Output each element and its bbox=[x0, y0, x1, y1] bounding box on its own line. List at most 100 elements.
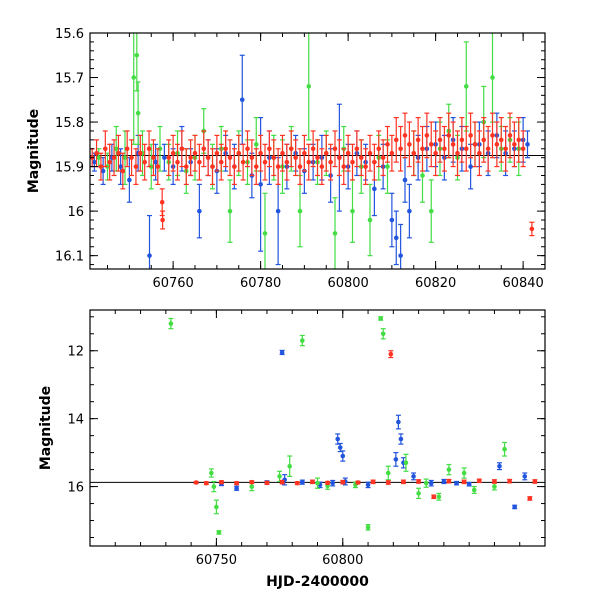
data-point bbox=[485, 146, 491, 152]
data-point bbox=[494, 142, 500, 147]
data-point bbox=[411, 150, 417, 156]
data-point bbox=[159, 199, 165, 205]
data-point bbox=[201, 146, 207, 152]
data-point bbox=[216, 530, 222, 535]
data-point bbox=[367, 217, 373, 223]
data-point bbox=[380, 155, 386, 160]
data-point bbox=[168, 321, 174, 326]
data-point bbox=[203, 480, 209, 486]
x-tick-label: 60820 bbox=[415, 276, 456, 291]
data-point bbox=[350, 208, 355, 214]
x-tick-label: 60780 bbox=[240, 276, 281, 291]
data-point bbox=[197, 159, 202, 165]
data-point bbox=[267, 146, 272, 152]
data-point bbox=[416, 479, 421, 484]
data-point bbox=[463, 84, 469, 89]
data-point bbox=[398, 436, 404, 442]
data-point bbox=[431, 494, 437, 500]
data-point bbox=[279, 479, 285, 485]
data-point bbox=[232, 164, 237, 169]
data-point bbox=[127, 177, 132, 183]
data-point bbox=[335, 436, 341, 442]
data-point bbox=[188, 155, 193, 160]
data-point bbox=[512, 504, 517, 510]
data-point bbox=[446, 133, 452, 138]
data-point bbox=[436, 494, 442, 500]
data-point bbox=[103, 146, 108, 152]
data-point bbox=[385, 480, 391, 485]
data-point bbox=[385, 164, 390, 169]
data-point bbox=[214, 504, 219, 510]
data-point bbox=[507, 478, 512, 484]
y-axis-label: Magnitude bbox=[38, 386, 54, 470]
data-point bbox=[393, 235, 399, 241]
data-point bbox=[367, 150, 373, 156]
data-point bbox=[92, 159, 97, 165]
y-tick-label: 12 bbox=[67, 345, 84, 360]
data-point bbox=[275, 164, 281, 169]
data-point bbox=[234, 480, 239, 486]
data-point bbox=[192, 150, 198, 156]
data-point bbox=[124, 146, 130, 152]
data-point bbox=[461, 470, 467, 476]
x-tick-label: 60800 bbox=[327, 276, 368, 291]
data-point bbox=[166, 155, 172, 160]
data-point bbox=[323, 150, 329, 156]
x-tick-label: 60750 bbox=[196, 553, 237, 568]
data-point bbox=[118, 164, 123, 169]
data-point bbox=[147, 253, 152, 258]
data-point bbox=[459, 137, 465, 143]
data-point bbox=[249, 155, 255, 160]
data-point bbox=[258, 150, 263, 156]
y-tick-label: 15.9 bbox=[55, 161, 84, 176]
data-point bbox=[249, 479, 255, 485]
x-tick-label: 60760 bbox=[152, 276, 193, 291]
data-point bbox=[345, 150, 351, 156]
data-point bbox=[398, 253, 403, 258]
data-point bbox=[512, 142, 517, 147]
data-point bbox=[332, 231, 338, 236]
data-point bbox=[205, 155, 211, 160]
data-point bbox=[120, 168, 126, 174]
data-point bbox=[380, 331, 386, 337]
data-point bbox=[428, 208, 434, 214]
data-point bbox=[288, 146, 294, 152]
data-point bbox=[310, 479, 315, 485]
data-point bbox=[294, 480, 300, 486]
y-axis-label: Magnitude bbox=[26, 109, 42, 193]
data-point bbox=[372, 159, 377, 165]
data-point bbox=[211, 484, 217, 489]
data-point bbox=[223, 146, 228, 152]
series-0 bbox=[218, 349, 528, 510]
data-point bbox=[416, 491, 421, 496]
data-point bbox=[179, 146, 185, 152]
data-point bbox=[393, 457, 399, 462]
data-point bbox=[258, 182, 263, 187]
data-point bbox=[325, 480, 330, 486]
data-point bbox=[350, 159, 355, 165]
data-point bbox=[358, 155, 364, 160]
data-point bbox=[402, 133, 408, 138]
data-point bbox=[507, 133, 513, 138]
data-point bbox=[300, 338, 305, 343]
data-point bbox=[129, 155, 134, 160]
data-point bbox=[378, 316, 383, 321]
data-point bbox=[516, 137, 522, 143]
data-point bbox=[330, 480, 335, 486]
data-point bbox=[441, 479, 447, 484]
data-point bbox=[133, 164, 139, 169]
data-point bbox=[340, 453, 346, 459]
data-point bbox=[527, 496, 533, 501]
data-point bbox=[337, 445, 343, 450]
data-point bbox=[442, 146, 447, 152]
x-tick-label: 60840 bbox=[502, 276, 543, 291]
data-point bbox=[287, 463, 292, 469]
data-point bbox=[162, 155, 167, 160]
data-point bbox=[420, 146, 425, 152]
y-tick-label: 16 bbox=[67, 205, 84, 220]
data-point bbox=[280, 150, 285, 156]
data-point bbox=[490, 133, 495, 138]
y-tick-label: 15.6 bbox=[55, 27, 84, 42]
data-point bbox=[365, 482, 371, 488]
data-point bbox=[411, 474, 416, 479]
